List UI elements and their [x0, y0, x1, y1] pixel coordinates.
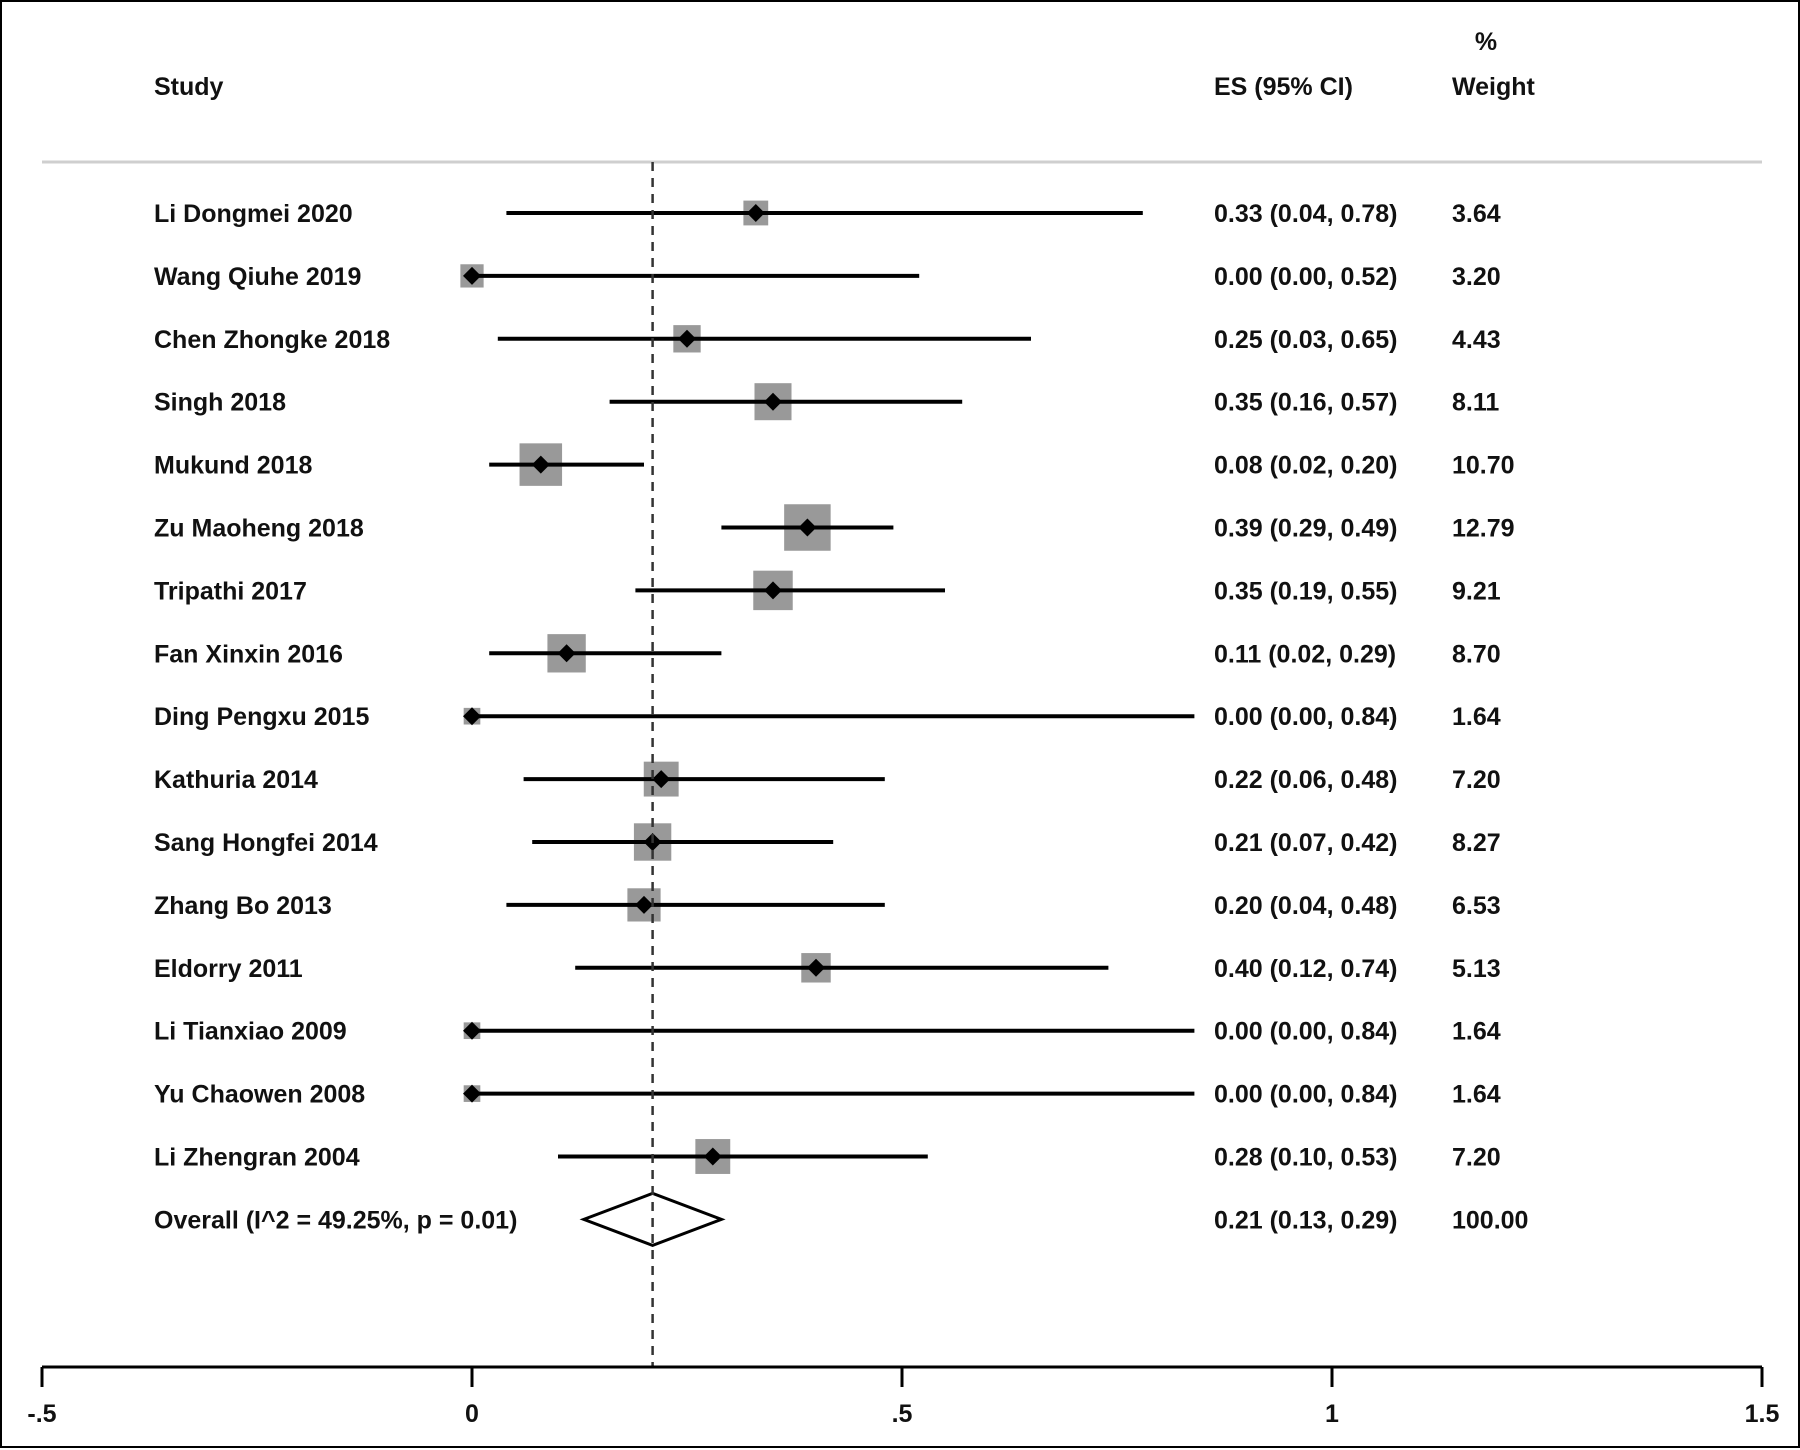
- weight-value: 8.70: [1452, 640, 1501, 668]
- study-row: Ding Pengxu 2015 0.00 (0.00, 0.84) 1.64: [154, 703, 1501, 731]
- point-estimate-marker: [463, 707, 481, 726]
- es-ci-value: 0.00 (0.00, 0.84): [1214, 1081, 1397, 1109]
- point-estimate-marker: [703, 1147, 722, 1166]
- es-ci-value: 0.40 (0.12, 0.74): [1214, 955, 1397, 983]
- point-estimate-marker: [652, 770, 671, 789]
- es-ci-value: 0.33 (0.04, 0.78): [1214, 200, 1397, 228]
- weight-value: 7.20: [1452, 766, 1501, 794]
- weight-header: Weight: [1452, 73, 1536, 101]
- es-ci-value: 0.08 (0.02, 0.20): [1214, 452, 1397, 480]
- point-estimate-marker: [463, 266, 481, 285]
- point-estimate-marker: [463, 1021, 481, 1040]
- study-row: Li Zhengran 2004 0.28 (0.10, 0.53) 7.20: [154, 1139, 1501, 1174]
- study-label: Yu Chaowen 2008: [154, 1081, 365, 1109]
- weight-value: 9.21: [1452, 577, 1501, 605]
- study-label: Sang Hongfei 2014: [154, 829, 378, 857]
- es-ci-value: 0.00 (0.00, 0.52): [1214, 263, 1397, 291]
- es-ci-value: 0.00 (0.00, 0.84): [1214, 1018, 1397, 1046]
- es-ci-value: 0.21 (0.07, 0.42): [1214, 829, 1397, 857]
- weight-value: 3.64: [1452, 200, 1501, 228]
- point-estimate-marker: [531, 455, 550, 474]
- es-ci-value: 0.00 (0.00, 0.84): [1214, 703, 1397, 731]
- study-row: Eldorry 2011 0.40 (0.12, 0.74) 5.13: [154, 953, 1501, 983]
- study-label: Li Tianxiao 2009: [154, 1018, 347, 1046]
- point-estimate-marker: [764, 581, 782, 600]
- overall-es-ci-value: 0.21 (0.13, 0.29): [1214, 1206, 1397, 1234]
- study-row: Tripathi 2017 0.35 (0.19, 0.55) 9.21: [154, 570, 1501, 611]
- study-label: Eldorry 2011: [154, 955, 303, 983]
- study-label: Li Zhengran 2004: [154, 1144, 360, 1172]
- weight-value: 5.13: [1452, 955, 1501, 983]
- study-row: Singh 2018 0.35 (0.16, 0.57) 8.11: [154, 383, 1499, 421]
- x-tick-label: 1: [1325, 1400, 1339, 1428]
- point-estimate-marker: [764, 392, 782, 411]
- weight-value: 7.20: [1452, 1144, 1501, 1172]
- weight-value: 10.70: [1452, 452, 1515, 480]
- es-ci-value: 0.25 (0.03, 0.65): [1214, 326, 1397, 354]
- es-ci-value: 0.20 (0.04, 0.48): [1214, 892, 1397, 920]
- study-row: Wang Qiuhe 2019 0.00 (0.00, 0.52) 3.20: [154, 263, 1501, 291]
- point-estimate-marker: [798, 518, 817, 537]
- study-rows: Li Dongmei 2020 0.33 (0.04, 0.78) 3.64 Wang…: [154, 200, 1515, 1174]
- point-estimate-marker: [746, 204, 765, 222]
- x-tick-label: 0: [465, 1400, 479, 1428]
- weight-value: 1.64: [1452, 1018, 1501, 1046]
- study-label: Singh 2018: [154, 389, 286, 417]
- point-estimate-marker: [557, 644, 576, 663]
- study-label: Mukund 2018: [154, 452, 312, 480]
- es-header: ES (95% CI): [1214, 73, 1353, 101]
- es-ci-value: 0.22 (0.06, 0.48): [1214, 766, 1397, 794]
- weight-value: 1.64: [1452, 1081, 1501, 1109]
- es-ci-value: 0.35 (0.19, 0.55): [1214, 577, 1397, 605]
- study-row: Li Dongmei 2020 0.33 (0.04, 0.78) 3.64: [154, 200, 1501, 228]
- point-estimate-marker: [463, 1084, 481, 1103]
- overall-row: Overall (I^2 = 49.25%, p = 0.01) 0.21 (0.…: [154, 1191, 1528, 1248]
- study-label: Zhang Bo 2013: [154, 892, 332, 920]
- study-row: Li Tianxiao 2009 0.00 (0.00, 0.84) 1.64: [154, 1018, 1501, 1046]
- weight-value: 8.11: [1452, 389, 1499, 417]
- weight-value: 8.27: [1452, 829, 1501, 857]
- es-ci-value: 0.28 (0.10, 0.53): [1214, 1144, 1397, 1172]
- study-label: Li Dongmei 2020: [154, 200, 353, 228]
- point-estimate-marker: [678, 329, 696, 348]
- study-row: Chen Zhongke 2018 0.25 (0.03, 0.65) 4.43: [154, 325, 1501, 354]
- study-label: Zu Maoheng 2018: [154, 515, 364, 543]
- point-estimate-marker: [807, 958, 825, 977]
- es-ci-value: 0.39 (0.29, 0.49): [1214, 515, 1397, 543]
- study-label: Ding Pengxu 2015: [154, 703, 369, 731]
- weight-value: 3.20: [1452, 263, 1501, 291]
- x-tick-label: 1.5: [1745, 1400, 1780, 1428]
- study-header: Study: [154, 73, 224, 101]
- study-row: Fan Xinxin 2016 0.11 (0.02, 0.29) 8.70: [154, 634, 1501, 673]
- x-axis: -.5 0 .5 1 1.5: [27, 1365, 1780, 1428]
- study-row: Mukund 2018 0.08 (0.02, 0.20) 10.70: [154, 443, 1515, 486]
- es-ci-value: 0.35 (0.16, 0.57): [1214, 389, 1397, 417]
- study-row: Kathuria 2014 0.22 (0.06, 0.48) 7.20: [154, 761, 1501, 797]
- x-tick-label: -.5: [27, 1400, 56, 1428]
- study-label: Chen Zhongke 2018: [154, 326, 390, 354]
- study-row: Zhang Bo 2013 0.20 (0.04, 0.48) 6.53: [154, 888, 1501, 922]
- x-tick-label: .5: [892, 1400, 913, 1428]
- weight-value: 1.64: [1452, 703, 1501, 731]
- es-ci-value: 0.11 (0.02, 0.29): [1214, 640, 1396, 668]
- weight-value: 12.79: [1452, 515, 1515, 543]
- study-label: Wang Qiuhe 2019: [154, 263, 361, 291]
- weight-value: 4.43: [1452, 326, 1501, 354]
- study-row: Zu Maoheng 2018 0.39 (0.29, 0.49) 12.79: [154, 504, 1515, 551]
- study-label: Tripathi 2017: [154, 577, 307, 605]
- study-label: Fan Xinxin 2016: [154, 640, 343, 668]
- weight-header-percent: %: [1475, 28, 1497, 56]
- study-row: Yu Chaowen 2008 0.00 (0.00, 0.84) 1.64: [154, 1081, 1501, 1109]
- point-estimate-marker: [635, 895, 653, 914]
- overall-weight-value: 100.00: [1452, 1206, 1528, 1234]
- study-row: Sang Hongfei 2014 0.21 (0.07, 0.42) 8.27: [154, 823, 1501, 861]
- weight-value: 6.53: [1452, 892, 1501, 920]
- study-label: Kathuria 2014: [154, 766, 318, 794]
- overall-label: Overall (I^2 = 49.25%, p = 0.01): [154, 1206, 517, 1234]
